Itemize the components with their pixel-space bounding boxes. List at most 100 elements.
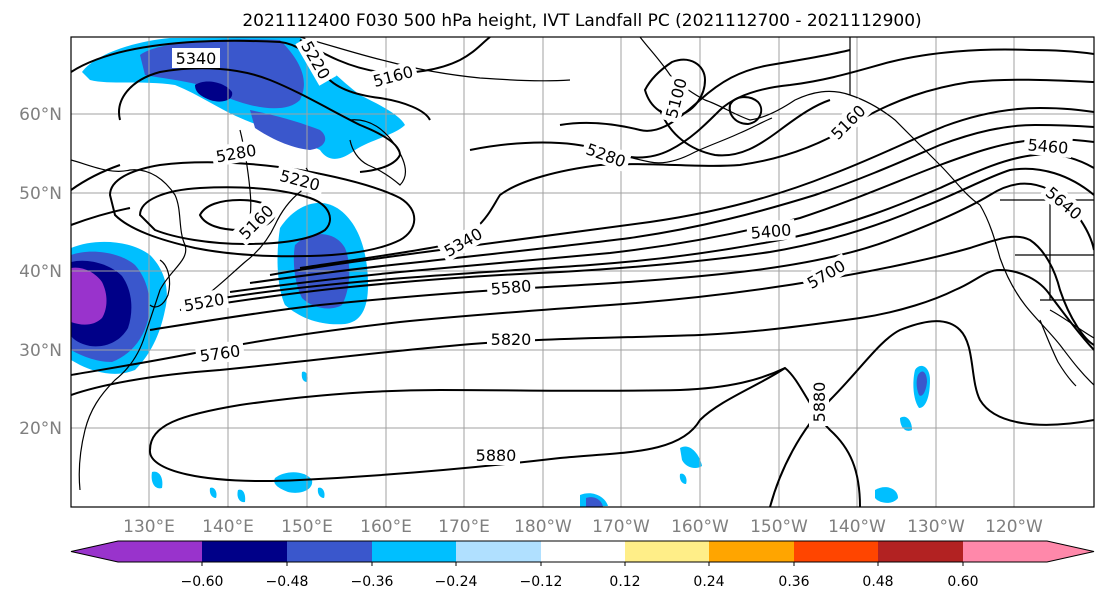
lat-tick-label: 20°N — [19, 419, 62, 439]
ivt-patch-6 — [916, 371, 927, 396]
ivt-region-okhotsk-core — [250, 110, 326, 150]
colorbar-outline — [70, 540, 1095, 563]
lon-tick-label: 160°E — [360, 517, 412, 537]
colorbar-segment — [118, 541, 202, 562]
latitude-labels: 60°N 50°N 40°N 30°N 20°N — [19, 105, 62, 439]
contour-label-text: 5580 — [490, 276, 532, 298]
contour-5460-west — [71, 207, 131, 226]
lon-tick-label: 150°E — [281, 517, 333, 537]
contour-label-text: 5880 — [810, 382, 829, 423]
contour-label-text: 5820 — [491, 330, 532, 349]
colorbar-tick-label: −0.24 — [435, 574, 478, 590]
colorbar-tick-label: 0.48 — [862, 574, 893, 590]
lat-tick-label: 50°N — [19, 184, 62, 204]
contour-label: 5340 — [172, 48, 220, 68]
contour-5880-west — [148, 367, 786, 482]
colorbar-segment — [202, 541, 287, 562]
contour-label: 5100 — [660, 72, 692, 124]
lon-tick-label: 140°W — [828, 517, 886, 537]
ivt-patch-9 — [151, 471, 163, 489]
contour-label: 5880 — [809, 378, 829, 426]
contour-5400 — [269, 106, 1094, 276]
colorbar-tick-label: −0.48 — [266, 574, 309, 590]
contour-5040-ring — [728, 96, 763, 126]
coast-asia — [71, 159, 187, 491]
ivt-patch-1 — [274, 472, 313, 493]
coast-na-west — [979, 204, 1094, 386]
lon-tick-label: 130°W — [907, 517, 965, 537]
colorbar-extend-max — [963, 541, 1094, 562]
colorbar-segment — [625, 541, 709, 562]
colorbar-tick-label: 0.12 — [609, 574, 640, 590]
ivt-shading — [71, 37, 930, 507]
contour-5700 — [149, 182, 1094, 331]
contour-label: 5460 — [1023, 133, 1073, 159]
colorbar-tick-label: −0.12 — [520, 574, 563, 590]
contour-5760 — [71, 235, 1094, 376]
colorbar-segment — [456, 541, 541, 562]
colorbar-segment — [878, 541, 963, 562]
lon-tick-label: 130°E — [123, 517, 175, 537]
colorbar-tick-label: 0.60 — [947, 574, 978, 590]
coast-kamchatka — [349, 119, 407, 186]
contour-5280-lowring — [108, 161, 416, 258]
contour-label-text: 5400 — [750, 220, 792, 242]
ivt-patch-12 — [317, 487, 325, 498]
contour-5340-west — [71, 164, 121, 191]
contour-5580 — [209, 153, 1094, 301]
contour-label-text: 5880 — [476, 446, 517, 465]
colorbar-segment — [372, 541, 456, 562]
contour-label: 5880 — [472, 445, 520, 465]
lat-tick-label: 30°N — [19, 341, 62, 361]
coast-baja — [1039, 319, 1077, 387]
contour-label: 5580 — [486, 274, 536, 300]
contour-label-text: 5460 — [1027, 135, 1069, 157]
ivt-patch-8 — [900, 416, 912, 431]
ivt-patch-11 — [209, 487, 217, 498]
graticule — [71, 37, 1094, 507]
coast-korea — [149, 259, 171, 308]
ivt-patch-13 — [301, 371, 308, 382]
ivt-region-okhotsk-dark — [195, 81, 233, 102]
coast-siberia — [299, 37, 571, 82]
colorbar-segment — [709, 541, 794, 562]
map-frame — [70, 36, 1095, 508]
colorbar-segment — [541, 541, 625, 562]
border-states — [1015, 200, 1094, 300]
contour-5640 — [179, 167, 1094, 311]
lat-tick-label: 60°N — [19, 105, 62, 125]
contour-5820 — [71, 268, 1094, 396]
lat-tick-label: 40°N — [19, 262, 62, 282]
contour-5220-west — [71, 39, 431, 121]
ivt-region-china-core — [71, 267, 107, 325]
contour-5520 — [229, 138, 1094, 293]
lon-tick-label: 140°E — [202, 517, 254, 537]
contour-5160-east — [659, 99, 831, 157]
ivt-patch-10 — [237, 489, 246, 503]
lon-tick-label: 180°W — [514, 517, 572, 537]
colorbar-tick-label: −0.60 — [181, 574, 224, 590]
lon-tick-label: 160°W — [671, 517, 729, 537]
colorbar-tick-label: 0.36 — [778, 574, 809, 590]
lon-tick-label: 170°E — [438, 517, 490, 537]
ivt-patch-4 — [875, 487, 898, 503]
ivt-patch-14 — [679, 473, 687, 484]
colorbar-tick-label: −0.36 — [351, 574, 394, 590]
contour-label-text: 5340 — [176, 49, 217, 68]
contour-5220-ring — [138, 186, 331, 246]
longitude-labels: 130°E 140°E 150°E 160°E 170°E 180°W 170°W 160°W… — [123, 517, 1043, 537]
colorbar-tick-label: 0.24 — [693, 574, 724, 590]
colorbar-segment — [794, 541, 878, 562]
contour-5460 — [249, 123, 1094, 284]
lon-tick-label: 150°W — [750, 517, 808, 537]
lon-tick-label: 170°W — [592, 517, 650, 537]
ivt-patch-7 — [680, 446, 702, 468]
ivt-patch-3 — [586, 497, 603, 507]
contour-5280-west — [118, 67, 402, 173]
colorbar-segment — [287, 541, 372, 562]
lon-tick-label: 120°W — [985, 517, 1043, 537]
colorbar: −0.60 −0.48 −0.36 −0.24 −0.12 0.12 0.24 0.36 0.4… — [70, 540, 1095, 590]
contour-label: 5400 — [746, 218, 796, 244]
contour-label: 5820 — [487, 329, 535, 349]
